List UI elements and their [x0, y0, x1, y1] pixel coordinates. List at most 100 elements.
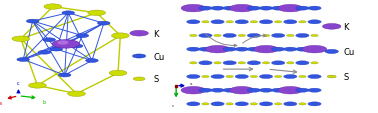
Circle shape: [130, 31, 149, 37]
Circle shape: [250, 103, 258, 105]
Circle shape: [259, 102, 273, 106]
Circle shape: [302, 46, 327, 53]
Circle shape: [199, 48, 212, 52]
Circle shape: [235, 21, 248, 25]
Text: S: S: [153, 75, 158, 84]
Circle shape: [247, 48, 260, 52]
Circle shape: [211, 75, 224, 79]
Circle shape: [214, 62, 221, 64]
Circle shape: [322, 24, 341, 30]
Circle shape: [284, 102, 297, 106]
Circle shape: [181, 5, 206, 13]
Circle shape: [226, 76, 233, 78]
Circle shape: [262, 62, 270, 64]
Circle shape: [52, 40, 79, 49]
Circle shape: [327, 75, 336, 78]
Circle shape: [187, 102, 200, 106]
Circle shape: [112, 34, 129, 39]
Circle shape: [271, 34, 285, 38]
Circle shape: [28, 83, 46, 88]
Circle shape: [76, 34, 89, 38]
Circle shape: [43, 39, 56, 42]
Circle shape: [296, 88, 309, 92]
Circle shape: [259, 88, 273, 92]
Circle shape: [308, 21, 321, 25]
Text: a: a: [0, 100, 2, 105]
Circle shape: [254, 46, 278, 53]
Circle shape: [199, 88, 212, 92]
Circle shape: [12, 37, 30, 42]
Circle shape: [259, 75, 273, 79]
Circle shape: [250, 76, 258, 78]
Circle shape: [214, 35, 221, 37]
Circle shape: [271, 88, 285, 92]
Circle shape: [133, 77, 145, 81]
Circle shape: [223, 34, 236, 38]
Circle shape: [238, 35, 245, 37]
Circle shape: [284, 21, 297, 25]
Circle shape: [259, 7, 273, 11]
Circle shape: [284, 75, 297, 79]
Circle shape: [58, 73, 71, 77]
Circle shape: [247, 7, 260, 11]
Circle shape: [308, 88, 321, 92]
Circle shape: [17, 58, 29, 62]
Circle shape: [284, 48, 297, 52]
Circle shape: [199, 7, 212, 11]
Circle shape: [259, 21, 273, 25]
Text: K: K: [153, 29, 159, 38]
Circle shape: [44, 5, 62, 10]
Circle shape: [235, 48, 248, 52]
Circle shape: [38, 51, 51, 55]
Circle shape: [296, 61, 309, 65]
Circle shape: [68, 91, 85, 97]
Circle shape: [199, 61, 212, 65]
Circle shape: [62, 12, 74, 16]
Circle shape: [211, 102, 224, 106]
Text: Cu: Cu: [153, 52, 164, 61]
Circle shape: [308, 7, 321, 11]
Circle shape: [296, 7, 309, 11]
Text: b: b: [42, 99, 46, 104]
Circle shape: [181, 87, 206, 94]
Circle shape: [202, 21, 209, 24]
Circle shape: [190, 62, 197, 64]
Circle shape: [86, 59, 98, 63]
Circle shape: [262, 35, 270, 37]
Circle shape: [274, 76, 282, 78]
Circle shape: [211, 21, 224, 25]
Text: a: a: [189, 81, 192, 85]
Circle shape: [235, 75, 248, 79]
Circle shape: [299, 76, 306, 78]
Circle shape: [199, 34, 212, 38]
Circle shape: [98, 22, 110, 26]
Circle shape: [299, 103, 306, 105]
Circle shape: [271, 7, 285, 11]
Circle shape: [271, 61, 285, 65]
Circle shape: [109, 71, 127, 76]
Circle shape: [223, 7, 236, 11]
Circle shape: [235, 102, 248, 106]
Circle shape: [325, 50, 338, 54]
Circle shape: [308, 102, 321, 106]
Circle shape: [287, 62, 294, 64]
Circle shape: [311, 62, 318, 64]
Circle shape: [226, 21, 233, 24]
Circle shape: [202, 103, 209, 105]
Circle shape: [187, 75, 200, 79]
Text: c: c: [17, 80, 20, 85]
Text: Cu: Cu: [344, 48, 355, 56]
Text: c: c: [172, 103, 174, 107]
Circle shape: [308, 75, 321, 79]
Text: S: S: [344, 72, 349, 81]
Circle shape: [211, 7, 224, 11]
Circle shape: [226, 103, 233, 105]
Circle shape: [296, 34, 309, 38]
Circle shape: [58, 42, 68, 45]
Circle shape: [50, 48, 63, 52]
Circle shape: [223, 61, 236, 65]
Circle shape: [26, 20, 39, 24]
Circle shape: [223, 88, 236, 92]
Circle shape: [202, 76, 209, 78]
Circle shape: [88, 11, 105, 16]
